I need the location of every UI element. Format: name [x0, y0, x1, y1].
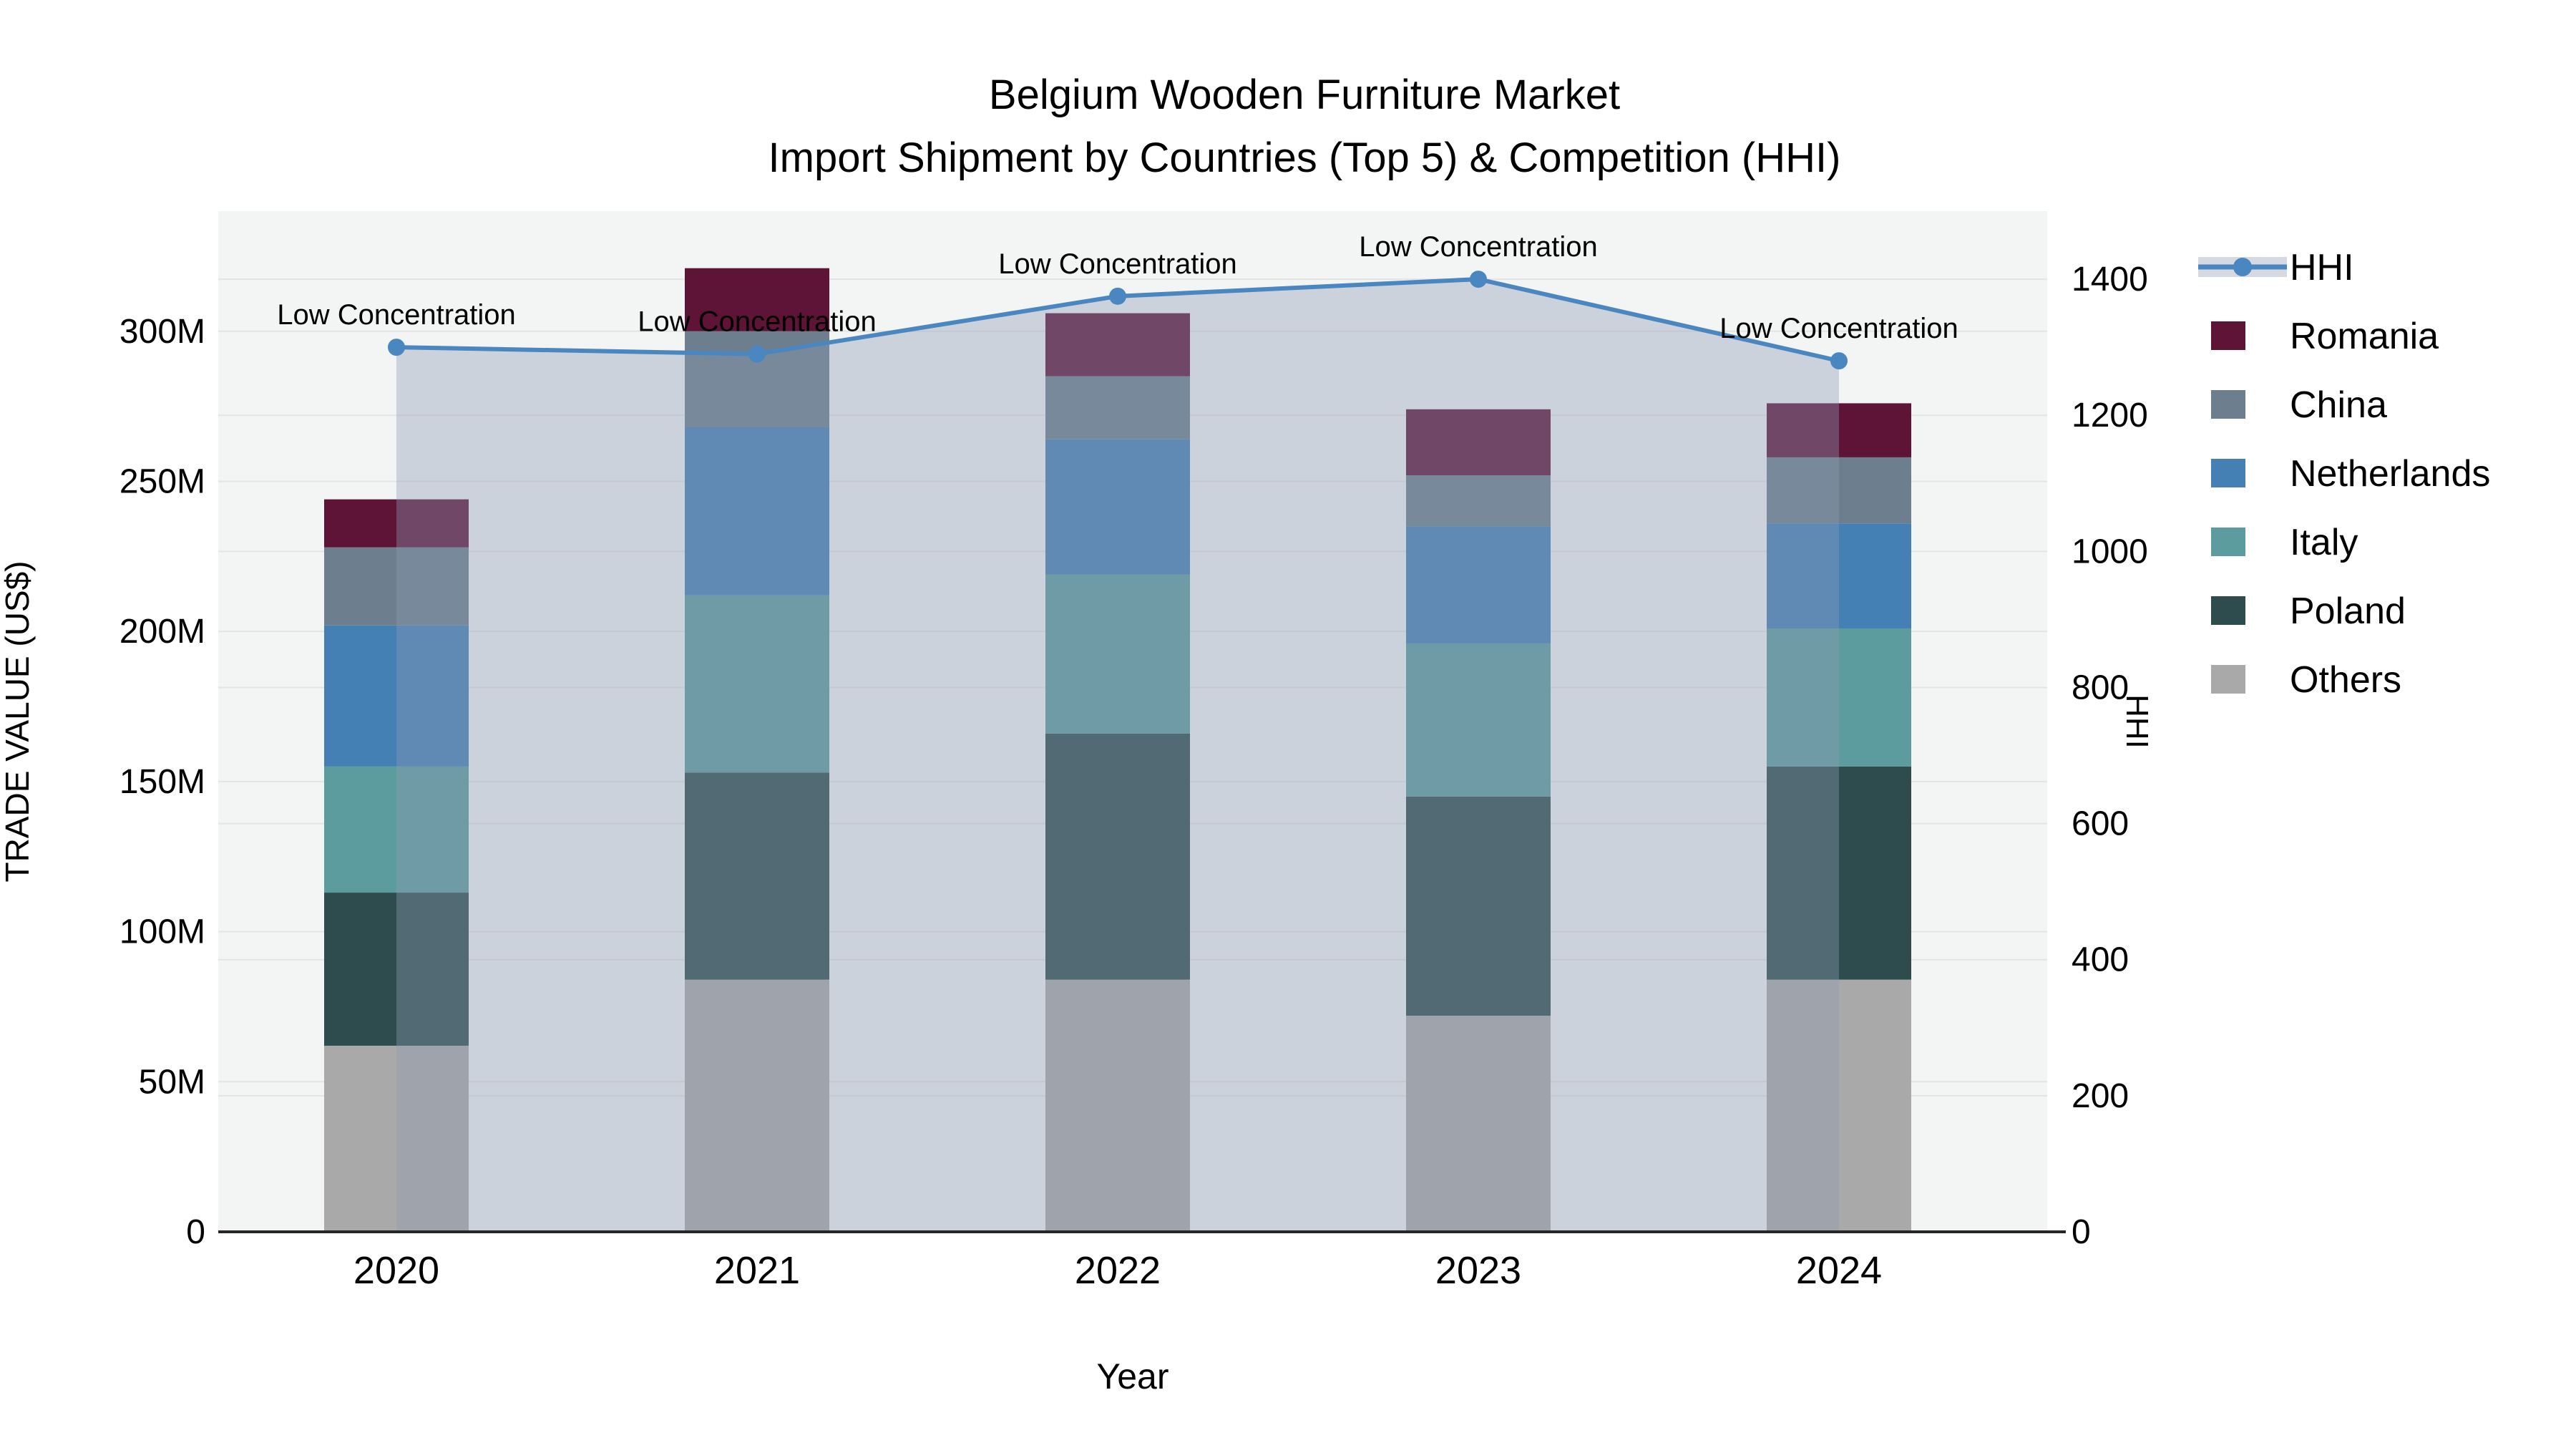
hhi-marker-2021	[748, 345, 766, 363]
hhi-marker-2022	[1109, 287, 1126, 305]
legend-item-hhi: HHI	[2198, 247, 2354, 288]
hhi-marker-2024	[1830, 352, 1848, 370]
bar-segment-netherlands-2024	[1767, 523, 1911, 628]
y-tick-label-left-0: 0	[186, 1213, 205, 1251]
axes-layer: 0 50M 100M 150M 200M 250M 300M 0 200 400 600 800 100…	[119, 261, 2148, 1292]
bar-segment-others-2023	[1406, 1016, 1551, 1232]
legend-item-others: Others	[2211, 659, 2401, 701]
y-tick-label-right-1200: 1200	[2072, 397, 2148, 434]
y-tick-label-right-0: 0	[2072, 1213, 2091, 1251]
bar-segment-china-2022	[1045, 376, 1190, 439]
hhi-line-layer	[388, 271, 1848, 370]
x-tick-label-2024: 2024	[1796, 1249, 1882, 1292]
x-tick-label-2021: 2021	[714, 1249, 800, 1292]
legend-item-italy: Italy	[2211, 522, 2358, 563]
annotations-layer: Low Concentration Low Concentration Low Co…	[277, 231, 1958, 344]
annotation-2022: Low Concentration	[998, 248, 1237, 280]
y-tick-label-right-1000: 1000	[2072, 533, 2148, 570]
hhi-marker-2023	[1470, 271, 1487, 288]
x-axis-label: Year	[1096, 1356, 1169, 1396]
hhi-area-layer	[396, 279, 1839, 1233]
bar-segment-poland-2021	[685, 772, 829, 980]
bar-segment-poland-2024	[1767, 766, 1911, 980]
bar-segment-romania-2021	[685, 268, 829, 331]
bar-segment-netherlands-2020	[324, 625, 469, 767]
legend-item-china: China	[2211, 384, 2387, 426]
x-tick-label-2022: 2022	[1075, 1249, 1161, 1292]
bar-segment-others-2022	[1045, 979, 1190, 1232]
bar-segment-china-2020	[324, 547, 469, 626]
bar-segment-china-2023	[1406, 475, 1551, 527]
y-axis-label-left: TRADE VALUE (US$)	[0, 560, 36, 882]
bar-segment-others-2020	[324, 1045, 469, 1232]
annotation-2021: Low Concentration	[638, 306, 877, 338]
annotation-2023: Low Concentration	[1359, 231, 1598, 263]
bar-segment-others-2024	[1767, 979, 1911, 1232]
annotation-2024: Low Concentration	[1719, 313, 1958, 344]
bar-segment-italy-2020	[324, 766, 469, 893]
y-tick-label-left-250M: 250M	[119, 462, 205, 500]
bar-segment-romania-2023	[1406, 409, 1551, 476]
y-tick-label-right-800: 800	[2072, 669, 2129, 706]
chart-title-line2: Import Shipment by Countries (Top 5) & C…	[769, 135, 1841, 181]
y-axis-label-right: HHI	[2119, 694, 2155, 749]
bar-segment-china-2024	[1767, 457, 1911, 524]
bar-segment-italy-2021	[685, 595, 829, 773]
legend-swatch-italy	[2211, 528, 2245, 556]
bar-segment-romania-2022	[1045, 313, 1190, 376]
legend-swatch-others	[2211, 665, 2245, 694]
legend-label-poland: Poland	[2290, 591, 2406, 632]
legend-item-netherlands: Netherlands	[2211, 453, 2490, 495]
bar-segment-poland-2020	[324, 893, 469, 1046]
bar-segment-poland-2022	[1045, 733, 1190, 980]
bar-segment-romania-2020	[324, 499, 469, 548]
y-tick-label-left-300M: 300M	[119, 313, 205, 351]
legend-label-china: China	[2290, 384, 2387, 426]
y-tick-label-right-1400: 1400	[2072, 261, 2148, 298]
legend-label-netherlands: Netherlands	[2290, 453, 2490, 495]
bar-segment-italy-2023	[1406, 643, 1551, 797]
bar-segment-italy-2022	[1045, 574, 1190, 734]
bar-segment-netherlands-2023	[1406, 526, 1551, 643]
y-tick-label-right-600: 600	[2072, 805, 2129, 843]
y-tick-label-right-400: 400	[2072, 941, 2129, 979]
legend-item-romania: Romania	[2211, 316, 2439, 357]
hhi-area-fill	[396, 279, 1839, 1233]
legend-hhi-marker-swatch	[2233, 258, 2252, 276]
bar-segment-romania-2024	[1767, 403, 1911, 457]
legend-item-poland: Poland	[2211, 591, 2406, 632]
legend-swatch-romania	[2211, 321, 2245, 350]
bar-segment-netherlands-2022	[1045, 439, 1190, 575]
legend-label-hhi: HHI	[2290, 247, 2354, 288]
x-tick-label-2020: 2020	[353, 1249, 439, 1292]
legend-label-others: Others	[2290, 659, 2401, 701]
y-tick-label-left-150M: 150M	[119, 763, 205, 801]
legend-layer: HHI Romania China Netherlands Italy Poland Oth…	[2198, 247, 2490, 701]
legend-swatch-poland	[2211, 596, 2245, 625]
bar-segment-poland-2023	[1406, 796, 1551, 1016]
y-tick-label-left-200M: 200M	[119, 613, 205, 651]
bar-segment-others-2021	[685, 979, 829, 1232]
hhi-marker-2020	[388, 339, 405, 356]
bars-layer	[324, 268, 1911, 1232]
chart-title-line1: Belgium Wooden Furniture Market	[989, 72, 1620, 118]
y-tick-label-right-200: 200	[2072, 1077, 2129, 1115]
bar-segment-italy-2024	[1767, 628, 1911, 767]
y-tick-label-left-50M: 50M	[139, 1063, 205, 1101]
legend-swatch-china	[2211, 390, 2245, 419]
y-tick-label-left-100M: 100M	[119, 913, 205, 951]
legend-swatch-netherlands	[2211, 459, 2245, 487]
annotation-2020: Low Concentration	[277, 299, 516, 331]
legend-label-romania: Romania	[2290, 316, 2439, 357]
x-tick-label-2023: 2023	[1435, 1249, 1521, 1292]
bar-segment-netherlands-2021	[685, 427, 829, 596]
legend-label-italy: Italy	[2290, 522, 2358, 563]
